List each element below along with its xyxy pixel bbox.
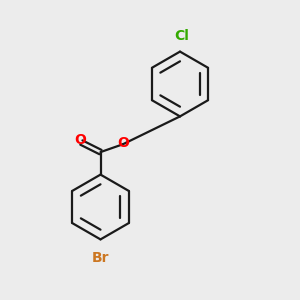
Text: O: O (74, 133, 86, 147)
Text: O: O (118, 136, 129, 150)
Text: Br: Br (92, 251, 109, 265)
Text: Cl: Cl (174, 28, 189, 43)
